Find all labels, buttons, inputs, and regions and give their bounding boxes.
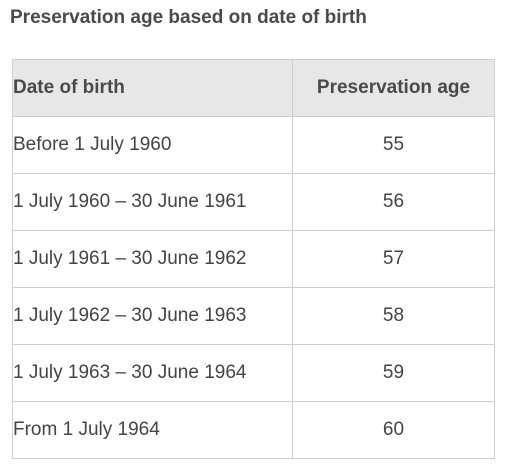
preservation-age-cell: 56 <box>292 173 495 231</box>
preservation-age-cell: 58 <box>292 287 495 345</box>
column-header-preservation-age: Preservation age <box>292 59 495 117</box>
column-header-date-of-birth: Date of birth <box>12 59 293 117</box>
preservation-age-cell: 57 <box>292 230 495 288</box>
page-title: Preservation age based on date of birth <box>10 7 367 28</box>
preservation-age-table: Date of birth Preservation age Before 1 … <box>12 59 495 459</box>
date-of-birth-cell: 1 July 1962 – 30 June 1963 <box>12 287 293 345</box>
table-row: 1 July 1963 – 30 June 1964 59 <box>12 344 495 402</box>
preservation-age-cell: 55 <box>292 116 495 174</box>
date-of-birth-cell: 1 July 1961 – 30 June 1962 <box>12 230 293 288</box>
table-row: 1 July 1960 – 30 June 1961 56 <box>12 173 495 231</box>
table-row: 1 July 1961 – 30 June 1962 57 <box>12 230 495 288</box>
preservation-age-cell: 60 <box>292 401 495 459</box>
table-row: Before 1 July 1960 55 <box>12 116 495 174</box>
table-header-row: Date of birth Preservation age <box>12 59 495 117</box>
date-of-birth-cell: 1 July 1960 – 30 June 1961 <box>12 173 293 231</box>
table-row: 1 July 1962 – 30 June 1963 58 <box>12 287 495 345</box>
date-of-birth-cell: 1 July 1963 – 30 June 1964 <box>12 344 293 402</box>
table-row: From 1 July 1964 60 <box>12 401 495 459</box>
date-of-birth-cell: From 1 July 1964 <box>12 401 293 459</box>
preservation-age-cell: 59 <box>292 344 495 402</box>
date-of-birth-cell: Before 1 July 1960 <box>12 116 293 174</box>
